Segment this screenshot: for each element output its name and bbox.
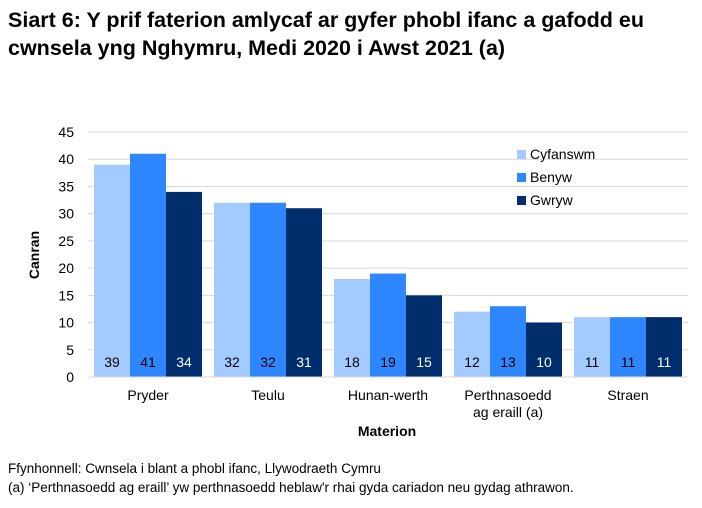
x-tick-label: Hunan-werth [348,387,428,403]
y-tick-label: 30 [58,206,74,222]
y-tick-label: 45 [58,124,74,140]
bar-benyw [250,202,286,377]
legend-label: Benyw [530,169,573,185]
data-label: 18 [344,354,360,370]
bar-gwryw [286,208,322,377]
data-label: 10 [536,354,552,370]
legend-label: Cyfanswm [530,146,595,162]
data-label: 41 [140,354,156,370]
legend-label: Gwryw [530,192,574,208]
y-tick-label: 0 [66,369,74,385]
bar-cyfanswm [214,202,250,377]
bar-gwryw [526,322,562,377]
data-label: 11 [585,354,600,370]
bar-cyfanswm [574,317,610,377]
x-tick-label: Straen [607,387,648,403]
source-note: Ffynhonnell: Cwnsela i blant a phobl ifa… [8,461,381,476]
bar-benyw [490,306,526,377]
legend-swatch [517,196,526,205]
bar-benyw [370,273,406,377]
footnote: (a) ‘Perthnasoedd ag eraill’ yw perthnas… [8,480,574,495]
x-tick-label: Pryder [127,387,169,403]
data-label: 34 [176,354,192,370]
data-label: 15 [416,354,432,370]
y-tick-label: 20 [58,260,74,276]
data-label: 32 [224,354,240,370]
bar-cyfanswm [94,164,130,377]
bar-cyfanswm [454,311,490,377]
y-tick-label: 40 [58,151,74,167]
data-label: 12 [464,354,480,370]
bar-gwryw [406,295,442,377]
bar-gwryw [166,191,202,377]
bar-cyfanswm [334,279,370,377]
x-tick-label: Teulu [251,387,284,403]
y-tick-label: 10 [58,315,74,331]
data-label: 13 [500,354,516,370]
data-label: 11 [621,354,636,370]
y-tick-label: 15 [58,287,74,303]
data-label: 31 [296,354,312,370]
bar-gwryw [646,317,682,377]
y-tick-label: 35 [58,178,74,194]
bar-benyw [610,317,646,377]
legend-swatch [517,150,526,159]
y-tick-label: 25 [58,233,74,249]
bar-benyw [130,153,166,377]
data-label: 19 [380,354,396,370]
data-label: 32 [260,354,276,370]
x-axis-title: Materion [358,423,416,439]
x-tick-label: ag eraill (a) [473,404,543,420]
y-tick-label: 5 [66,342,74,358]
chart-title: Siart 6: Y prif faterion amlycaf ar gyfe… [8,8,644,60]
x-tick-label: Perthnasoedd [464,387,551,403]
data-label: 39 [104,354,120,370]
data-label: 11 [657,354,672,370]
y-axis-title: Canran [26,231,42,279]
legend-swatch [517,173,526,182]
